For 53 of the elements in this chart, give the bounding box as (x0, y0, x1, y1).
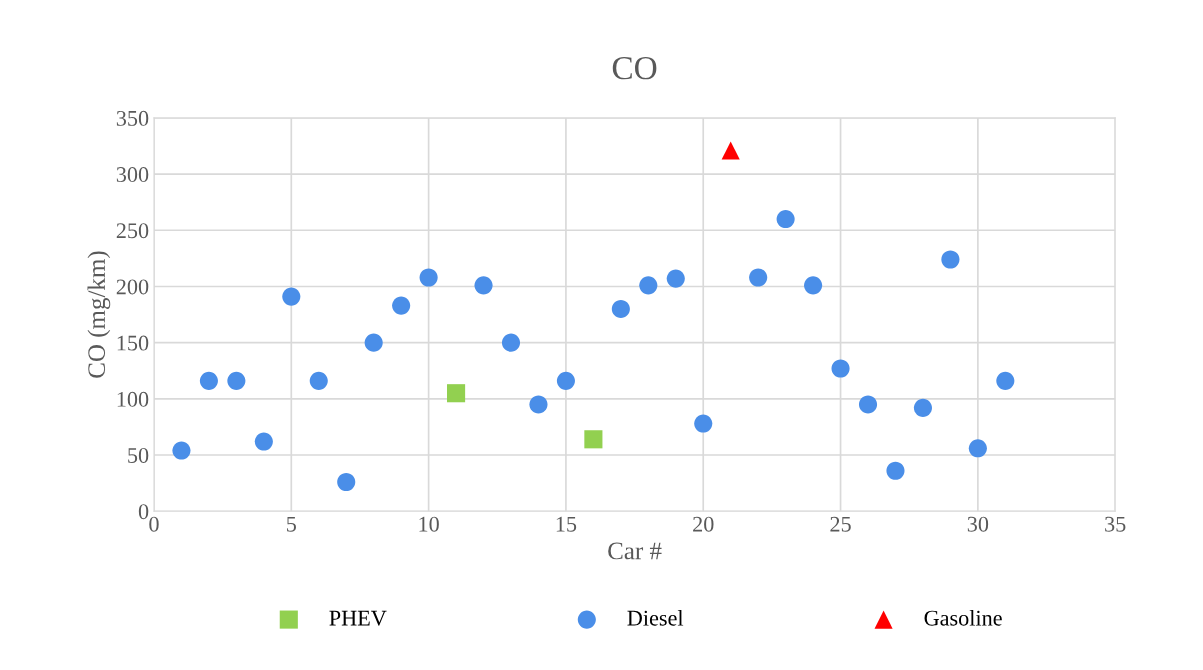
point (886, 461, 905, 480)
point (749, 268, 768, 287)
y-tick-label: 350 (116, 110, 149, 126)
point (556, 371, 575, 390)
y-tick-label: 300 (116, 167, 149, 183)
y-axis-title: CO (mg/km) (87, 251, 111, 378)
point (913, 398, 932, 417)
point (968, 439, 987, 458)
legend-label: PHEV (329, 610, 387, 626)
y-tick-label: 100 (117, 391, 149, 407)
y-tick-label: 0 (138, 504, 149, 520)
point (474, 276, 493, 295)
point (858, 395, 878, 414)
point (364, 333, 383, 352)
x-tick-label: 20 (693, 516, 714, 532)
point (584, 430, 603, 449)
point (392, 296, 411, 315)
point (831, 359, 850, 378)
chart-title: CO (612, 56, 657, 80)
x-axis-title: Car # (608, 542, 662, 560)
legend-label: Diesel (627, 610, 684, 626)
point (941, 250, 960, 269)
y-tick-label: 200 (116, 279, 149, 295)
point (227, 371, 246, 390)
point (254, 432, 273, 451)
point (639, 276, 658, 295)
point (447, 384, 466, 403)
x-tick-label: 0 (149, 516, 159, 532)
point (172, 441, 191, 460)
y-tick-label: 150 (117, 335, 149, 351)
point (419, 268, 438, 287)
x-tick-label: 5 (287, 516, 296, 532)
y-tick-label: 250 (116, 223, 149, 239)
x-tick-label: 35 (1105, 516, 1126, 532)
point (776, 210, 795, 229)
point (501, 333, 521, 352)
x-tick-label: 30 (967, 516, 989, 532)
point (996, 371, 1015, 390)
y-tick-label: 50 (128, 447, 149, 463)
point (611, 299, 630, 318)
x-tick-label: 15 (556, 516, 577, 532)
point (337, 472, 356, 492)
point (282, 287, 301, 306)
point (529, 395, 548, 414)
point (804, 276, 823, 295)
point (694, 414, 713, 433)
point (309, 371, 328, 390)
x-tick-label: 25 (830, 516, 851, 532)
point (721, 141, 740, 160)
x-tick-label: 10 (419, 516, 439, 532)
point (199, 371, 218, 390)
point (666, 269, 685, 288)
legend-label: Gasoline (924, 610, 1002, 626)
